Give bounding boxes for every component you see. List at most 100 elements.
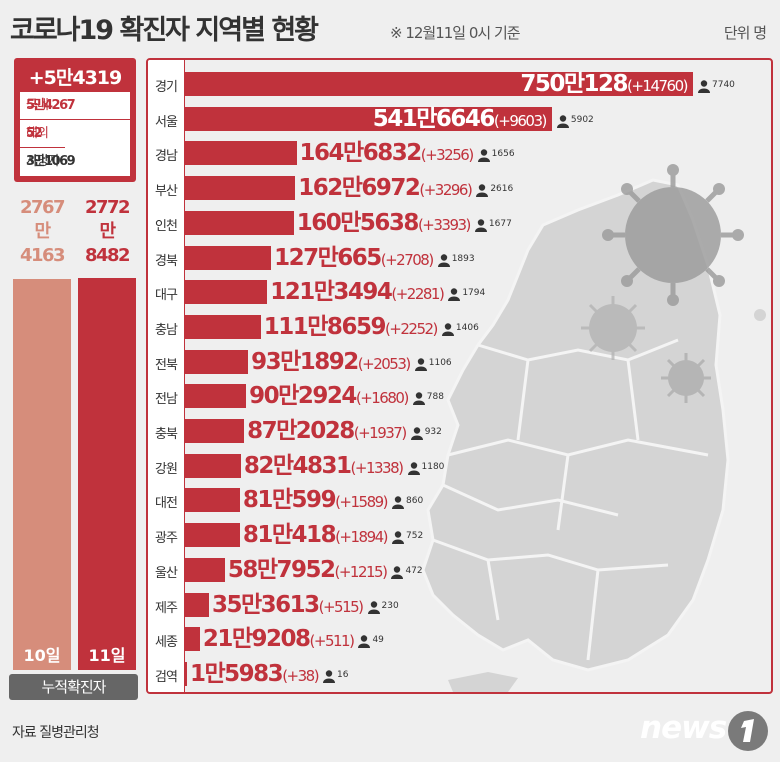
region-label: 강원 — [155, 461, 178, 477]
daily-new-value: (+9603) — [493, 111, 547, 130]
axis-line — [184, 60, 185, 692]
person-icon — [410, 425, 423, 444]
value-label: 81만599(+1589) — [242, 486, 389, 516]
value-label: 750만128(+14760) — [520, 70, 689, 100]
daily-new-value: (+2281) — [391, 285, 444, 304]
summary-box: +5만4319 국내 5만4267 해외 52 사망자 3만1069 — [14, 58, 136, 182]
summary-row-domestic: 국내 5만4267 — [20, 92, 130, 119]
person-icon — [367, 599, 380, 618]
virus-icon — [661, 353, 711, 403]
region-label: 전북 — [155, 357, 178, 373]
bar — [185, 176, 296, 201]
bar — [185, 592, 209, 617]
daily-new-value: (+1589) — [335, 493, 388, 512]
source-note: 자료 질병관리청 — [12, 725, 100, 741]
cumulative-value: 121만3494 — [270, 279, 393, 306]
value-label: 160만5638(+3393) — [296, 209, 472, 239]
cumulative-value: 160만5638 — [296, 209, 420, 236]
news1-logo: news — [640, 708, 772, 754]
cumulative-cur-value-line2: 8482 — [84, 245, 131, 266]
unit-label: 단위 명 — [723, 24, 767, 42]
summary-row-label: 국내 — [26, 98, 49, 113]
cumulative-value: 1만5983 — [190, 660, 284, 687]
person-icon — [392, 529, 405, 548]
bar — [185, 523, 240, 548]
region-label: 세종 — [155, 635, 178, 651]
summary-row-value: 52 — [26, 126, 43, 141]
person-icon — [448, 286, 461, 305]
daily-new-value: (+1937) — [353, 424, 407, 442]
person-icon — [412, 390, 425, 409]
summary-table: 국내 5만4267 해외 52 사망자 3만1069 — [20, 92, 130, 176]
bar — [185, 453, 241, 478]
death-count: 49 — [372, 635, 384, 646]
bar — [185, 141, 297, 166]
summary-row-label: 해외 — [26, 126, 49, 141]
bar — [185, 72, 693, 96]
person-icon — [477, 147, 490, 166]
person-icon — [437, 252, 450, 271]
death-count: 1656 — [491, 149, 515, 160]
cumulative-value: 93만1892 — [251, 348, 359, 375]
cumulative-label: 누적확진자 — [9, 674, 138, 700]
cumulative-value: 90만2924 — [249, 383, 357, 410]
region-label: 대전 — [155, 496, 178, 512]
value-label: 87만2028(+1937) — [247, 417, 407, 447]
korea-map-illustration — [421, 164, 766, 692]
death-count: 16 — [337, 669, 349, 680]
value-label: 127만665(+2708) — [274, 244, 434, 274]
region-chart-panel: 경기 750만128(+14760) 7740 서울 541만6646(+9603) 59… — [146, 58, 773, 694]
daily-new-value: (+1338) — [350, 458, 404, 477]
virus-icon — [602, 164, 744, 306]
cumulative-value: 541만6646 — [372, 105, 496, 132]
region-label: 울산 — [155, 565, 178, 581]
bar — [185, 106, 552, 131]
death-count: 1794 — [462, 288, 486, 299]
daily-new-value: (+1680) — [355, 389, 409, 408]
region-label: 인천 — [155, 218, 178, 234]
person-icon — [414, 356, 427, 375]
bar — [185, 280, 268, 305]
death-count: 5902 — [570, 114, 594, 125]
cumulative-value: 750만128 — [520, 71, 628, 97]
death-count: 1180 — [421, 461, 445, 472]
death-count: 1677 — [488, 218, 512, 229]
cumulative-value: 162만6972 — [298, 175, 421, 202]
summary-row-overseas: 해외 52 — [20, 119, 130, 147]
value-label: 58만7952(+1215) — [227, 556, 388, 586]
value-label: 81만418(+1894) — [243, 521, 389, 551]
death-count: 860 — [406, 496, 424, 507]
bar — [185, 349, 249, 374]
cumulative-prev-value-line2: 4163 — [19, 245, 66, 266]
person-icon — [391, 564, 404, 583]
cumulative-prev-value: 2767만 4163 — [13, 196, 71, 268]
cumulative-value: 58만7952 — [227, 556, 336, 583]
death-count: 472 — [405, 565, 423, 576]
person-icon — [698, 78, 710, 97]
death-count: 932 — [424, 427, 442, 437]
page-subtitle: ※ 12월11일 0시 기준 — [390, 24, 521, 42]
cumulative-value: 35만3613 — [211, 591, 320, 618]
death-count: 1106 — [428, 357, 452, 368]
cumulative-cur-day: 11일 — [88, 646, 126, 665]
daily-new-value: (+14760) — [627, 77, 689, 95]
daily-new-value: (+1894) — [335, 528, 388, 547]
death-count: 788 — [426, 392, 444, 403]
daily-new-value: (+515) — [318, 597, 364, 616]
bar — [185, 661, 187, 686]
region-label: 제주 — [155, 600, 178, 616]
bar — [185, 419, 245, 443]
death-count: 1406 — [455, 322, 479, 333]
cumulative-cur-value: 2772만 8482 — [78, 196, 136, 268]
value-label: 21만9208(+511) — [203, 625, 355, 655]
region-label-column — [148, 60, 184, 692]
cumulative-value: 81만599 — [242, 487, 337, 514]
region-label: 부산 — [155, 184, 178, 200]
summary-row-label: 사망자 — [26, 154, 60, 169]
value-label: 162만6972(+3296) — [298, 174, 473, 204]
person-icon — [441, 321, 454, 340]
news1-logo-text: news — [640, 710, 727, 746]
daily-new-value: (+3256) — [420, 146, 474, 165]
value-label: 164만6832(+3256) — [300, 139, 475, 169]
value-label: 1만5983(+38) — [190, 660, 320, 690]
